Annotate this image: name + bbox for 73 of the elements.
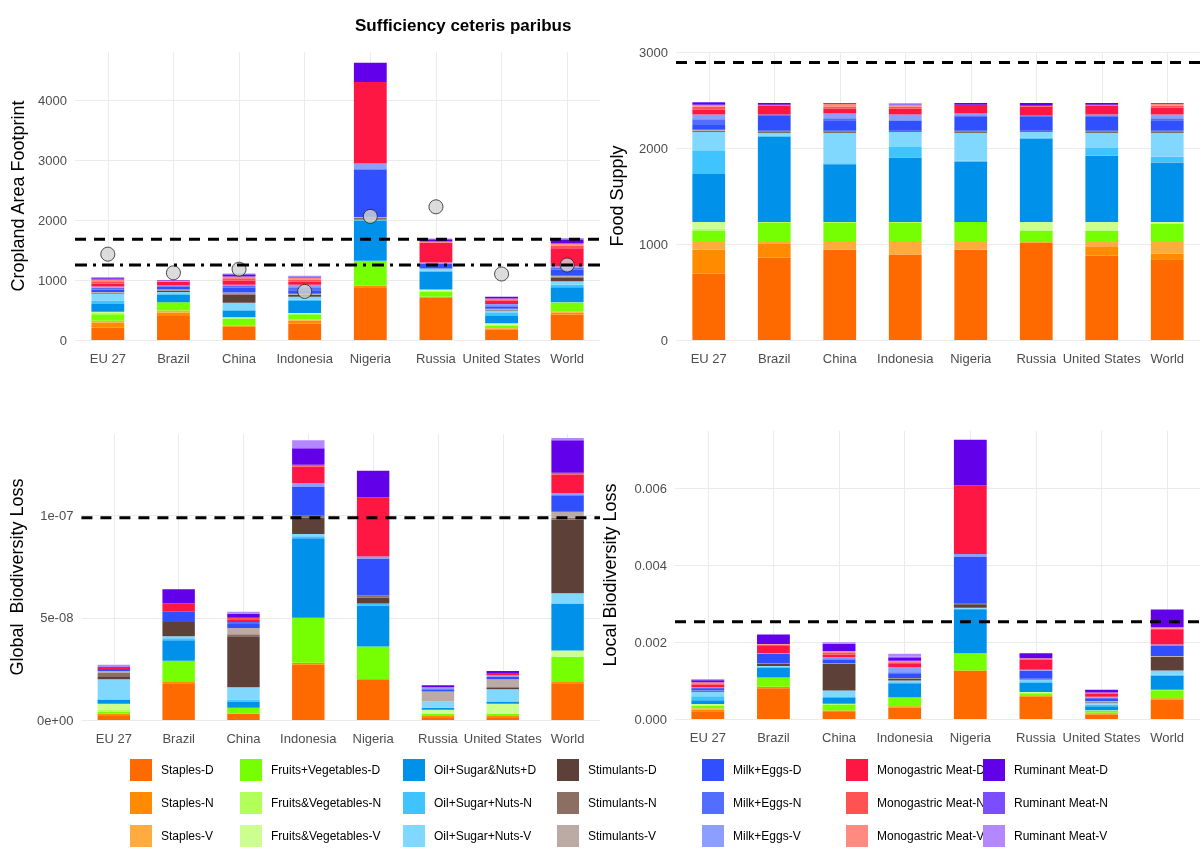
legend-label: Staples-V <box>161 829 214 843</box>
legend-label: Fruits&Vegetables-N <box>271 796 382 810</box>
y-axis-title: Food Supply <box>607 145 627 247</box>
legend-label: Fruits&Vegetables-V <box>271 829 381 843</box>
y-tick-label: 0.006 <box>634 481 667 497</box>
x-tick-label: Indonesia <box>280 731 338 746</box>
x-tick-label: EU 27 <box>95 731 132 746</box>
x-tick-label: Nigeria <box>950 351 993 366</box>
x-tick-label: United States <box>1062 730 1142 745</box>
y-tick-label: 0 <box>59 332 67 348</box>
chart-title: Sufficiency ceteris paribus <box>355 16 572 35</box>
x-tick-label: Russia <box>1016 351 1057 366</box>
x-tick-label: Russia <box>416 351 457 366</box>
y-tick-label: 3000 <box>38 152 67 168</box>
y-tick-label: 0.004 <box>634 557 667 573</box>
x-tick-label: EU 27 <box>690 351 727 366</box>
legend-label: Stimulants-D <box>588 763 658 777</box>
y-axis-title: Local Biodiversity Loss <box>600 483 620 667</box>
y-tick-label: 0 <box>660 332 668 348</box>
y-axis-title: Cropland Area Footprint <box>8 100 28 292</box>
x-tick-label: World <box>1150 730 1185 745</box>
legend-label: Monogastric Meat-D <box>877 763 986 777</box>
y-tick-label: 1e-07 <box>40 508 74 524</box>
legend-label: Ruminant Meat-V <box>1014 829 1108 843</box>
legend-label: Ruminant Meat-D <box>1014 763 1109 777</box>
legend-label: Milk+Eggs-V <box>733 829 801 843</box>
legend-label: Ruminant Meat-N <box>1014 796 1109 810</box>
x-tick-label: Nigeria <box>349 351 392 366</box>
y-tick-label: 1000 <box>639 236 668 252</box>
x-tick-label: China <box>226 731 262 746</box>
y-tick-label: 0.000 <box>634 711 667 727</box>
y-tick-label: 0.002 <box>634 634 667 650</box>
y-tick-label: 5e-08 <box>40 610 74 626</box>
x-tick-label: EU 27 <box>689 730 726 745</box>
x-tick-label: EU 27 <box>89 351 126 366</box>
x-tick-label: United States <box>463 731 543 746</box>
x-tick-label: World <box>550 351 585 366</box>
y-tick-label: 2000 <box>38 212 67 228</box>
x-tick-label: China <box>222 351 257 366</box>
legend-label: Stimulants-N <box>588 796 657 810</box>
legend-label: Monogastric Meat-V <box>877 829 985 843</box>
x-tick-label: World <box>550 731 585 746</box>
y-tick-label: 4000 <box>38 92 67 108</box>
y-tick-label: 2000 <box>639 140 668 156</box>
x-tick-label: United States <box>462 351 542 366</box>
legend-label: Staples-N <box>161 796 214 810</box>
x-tick-label: China <box>822 351 858 366</box>
y-tick-label: 3000 <box>639 44 668 60</box>
x-tick-label: Indonesia <box>877 351 935 366</box>
x-tick-label: China <box>822 730 857 745</box>
x-tick-label: Brazil <box>157 351 190 366</box>
x-tick-label: Brazil <box>162 731 196 746</box>
x-tick-label: World <box>1150 351 1185 366</box>
x-tick-label: Nigeria <box>949 730 992 745</box>
x-tick-label: Indonesia <box>876 730 934 745</box>
y-tick-label: 0e+00 <box>36 712 74 728</box>
legend-label: Oil+Sugar&Nuts+D <box>434 763 537 777</box>
x-tick-label: Russia <box>1016 730 1057 745</box>
x-tick-label: Russia <box>418 731 459 746</box>
x-tick-label: Brazil <box>757 730 790 745</box>
x-tick-label: Brazil <box>757 351 791 366</box>
legend-label: Milk+Eggs-N <box>733 796 802 810</box>
legend-label: Staples-D <box>161 763 215 777</box>
legend-label: Milk+Eggs-D <box>733 763 802 777</box>
y-tick-label: 1000 <box>38 272 67 288</box>
y-axis-title: Global Biodiversity Loss <box>7 478 27 676</box>
legend-label: Oil+Sugar+Nuts-V <box>434 829 532 843</box>
legend-label: Stimulants-V <box>588 829 657 843</box>
x-tick-label: Nigeria <box>352 731 395 746</box>
legend-label: Oil+Sugar+Nuts-N <box>434 796 533 810</box>
x-tick-label: United States <box>1062 351 1142 366</box>
x-tick-label: Indonesia <box>276 351 334 366</box>
legend-label: Fruits+Vegetables-D <box>271 763 381 777</box>
